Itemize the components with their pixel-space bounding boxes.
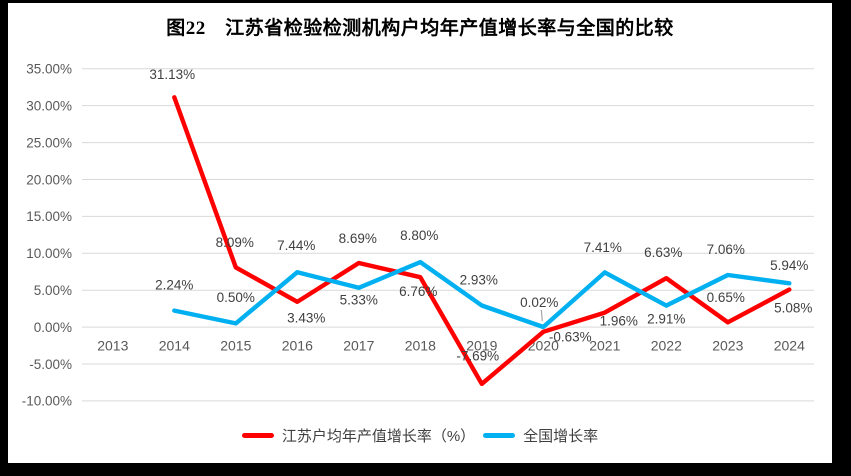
data-label-national: 8.80% <box>400 228 438 243</box>
data-label-jiangsu: 6.76% <box>399 284 437 299</box>
x-axis-year-label: 2016 <box>282 338 313 354</box>
line-chart-plot-area: 35.00% 30.00% 25.00% 20.00% 15.00% 10.00% 5.00… <box>22 62 814 409</box>
data-label-jiangsu: 8.69% <box>339 231 377 246</box>
y-axis-tick-label: 25.00% <box>26 135 72 150</box>
x-axis-year-label: 2013 <box>97 338 128 354</box>
data-label-national: 7.41% <box>584 240 622 255</box>
legend-item-national: 全国增长率 <box>483 425 598 446</box>
data-label-jiangsu: 31.13% <box>149 67 195 82</box>
data-label-jiangsu: 1.96% <box>600 313 638 328</box>
legend-item-jiangsu: 江苏户均年产值增长率（%） <box>241 425 476 446</box>
data-label-national: 5.94% <box>770 258 808 273</box>
chart-panel: 图22 江苏省检验检测机构户均年产值增长率与全国的比较 35.00% 30.00%… <box>8 3 832 463</box>
y-axis-tick-label: -5.00% <box>29 357 72 372</box>
chart-legend: 江苏户均年产值增长率（%） 全国增长率 <box>8 424 832 446</box>
data-label-national: 7.44% <box>277 238 315 253</box>
jiangsu-series-label: 江苏户均年产值增长率（%） <box>281 427 476 445</box>
data-label-national: 0.50% <box>217 290 255 305</box>
data-label-jiangsu: -7.69% <box>456 349 499 364</box>
y-axis-tick-label: 30.00% <box>26 98 72 113</box>
x-axis-year-label: 2015 <box>220 338 251 354</box>
chart-title: 图22 江苏省检验检测机构户均年产值增长率与全国的比较 <box>166 18 674 39</box>
data-label-jiangsu: 5.08% <box>774 300 812 315</box>
data-label-national: 2.24% <box>155 277 193 292</box>
data-label-national: 5.33% <box>340 293 378 308</box>
national-series-swatch <box>483 432 516 438</box>
y-axis-tick-label: -10.00% <box>22 394 72 409</box>
data-label-jiangsu: 0.65% <box>707 290 745 305</box>
data-label-jiangsu: 6.63% <box>644 245 682 260</box>
data-label-national: 2.91% <box>647 311 685 326</box>
series-line-national <box>172 259 792 330</box>
y-axis-tick-label: 20.00% <box>26 172 72 187</box>
x-axis-year-label: 2022 <box>651 338 682 354</box>
data-label-jiangsu: 3.43% <box>287 311 325 326</box>
y-axis-tick-label: 5.00% <box>34 283 72 298</box>
data-label-jiangsu: -0.63% <box>549 330 592 345</box>
y-axis-tick-label: 15.00% <box>26 209 72 224</box>
x-axis-year-label: 2023 <box>712 338 743 354</box>
national-series-label: 全国增长率 <box>523 427 599 445</box>
y-axis-tick-label: 10.00% <box>26 246 72 261</box>
x-axis-year-label: 2018 <box>405 338 436 354</box>
x-axis-year-label: 2020 <box>528 338 559 354</box>
x-axis-year-label: 2021 <box>589 338 620 354</box>
y-axis-tick-label: 0.00% <box>34 320 72 335</box>
label-leader-line <box>540 309 543 322</box>
x-axis-year-label: 2024 <box>774 338 805 354</box>
data-label-national: 0.02% <box>520 295 558 310</box>
data-label-national: 7.06% <box>707 242 745 257</box>
jiangsu-series-swatch <box>241 432 274 438</box>
x-axis-year-label: 2017 <box>343 338 374 354</box>
data-label-jiangsu: 8.09% <box>216 235 254 250</box>
x-axis-year-label: 2019 <box>466 338 497 354</box>
x-axis-year-label: 2014 <box>159 338 190 354</box>
y-axis-tick-label: 35.00% <box>26 62 72 77</box>
data-label-national: 2.93% <box>460 272 498 287</box>
